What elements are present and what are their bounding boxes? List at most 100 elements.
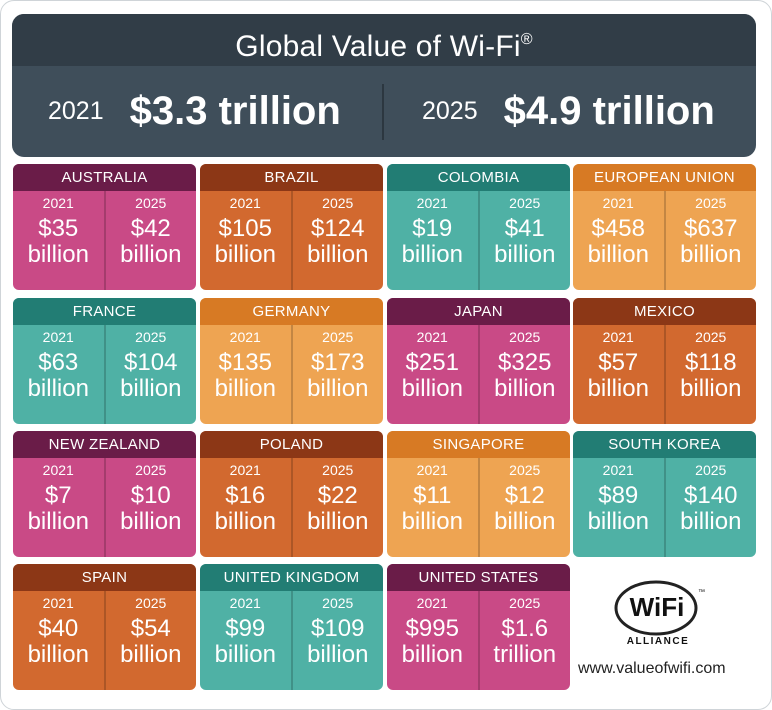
amount: $140	[684, 482, 738, 509]
country-tile: SPAIN 2021 $40 billion 2025 $54 billion	[13, 564, 196, 690]
year-label: 2021	[42, 195, 74, 211]
year-label: 2025	[509, 462, 541, 478]
amount: $35	[38, 215, 79, 242]
unit: trillion	[493, 641, 557, 668]
amount: $40	[38, 615, 79, 642]
year-label: 2025	[509, 329, 541, 345]
unit: billion	[120, 641, 182, 668]
amount: $12	[504, 482, 545, 509]
country-values: 2021 $458 billion 2025 $637 billion	[573, 191, 756, 290]
country-tile: SOUTH KOREA 2021 $89 billion 2025 $140 billion	[573, 431, 756, 557]
country-values: 2021 $135 billion 2025 $173 billion	[200, 325, 383, 424]
year-label: 2025	[322, 462, 354, 478]
year-label: 2021	[416, 462, 448, 478]
country-tile: POLAND 2021 $16 billion 2025 $22 billion	[200, 431, 383, 557]
value-2025: 2025 $325 billion	[477, 325, 571, 424]
logo-wordmark: WiFi	[630, 592, 685, 622]
country-tile: SINGAPORE 2021 $11 billion 2025 $12 billion	[387, 431, 570, 557]
country-values: 2021 $19 billion 2025 $41 billion	[387, 191, 570, 290]
value-2021: 2021 $99 billion	[200, 591, 291, 690]
global-2021-year: 2021	[48, 97, 104, 125]
year-label: 2021	[416, 195, 448, 211]
amount: $10	[130, 482, 171, 509]
value-2021: 2021 $16 billion	[200, 458, 291, 557]
amount: $135	[218, 349, 272, 376]
value-2021: 2021 $57 billion	[573, 325, 664, 424]
global-value-header: Global Value of Wi-Fi® 2021 $3.3 trillio…	[12, 14, 756, 157]
value-2025: 2025 $118 billion	[663, 325, 757, 424]
year-label: 2025	[135, 329, 167, 345]
value-2021: 2021 $40 billion	[13, 591, 104, 690]
year-label: 2021	[602, 329, 634, 345]
unit: billion	[214, 641, 276, 668]
country-values: 2021 $40 billion 2025 $54 billion	[13, 591, 196, 690]
unit: billion	[27, 508, 89, 535]
country-tile: UNITED KINGDOM 2021 $99 billion 2025 $109 bill…	[200, 564, 383, 690]
country-name: BRAZIL	[200, 164, 383, 191]
country-values: 2021 $99 billion 2025 $109 billion	[200, 591, 383, 690]
year-label: 2021	[42, 329, 74, 345]
global-2025-stat: 2025 $4.9 trillion	[422, 66, 715, 157]
country-tile: MEXICO 2021 $57 billion 2025 $118 billion	[573, 298, 756, 424]
global-2025-value: $4.9 trillion	[503, 89, 715, 133]
country-tile: EUROPEAN UNION 2021 $458 billion 2025 $637 bil…	[573, 164, 756, 290]
unit: billion	[680, 241, 742, 268]
amount: $57	[598, 349, 639, 376]
wifi-alliance-logo: WiFi ™ ALLIANCE	[614, 580, 705, 647]
amount: $104	[124, 349, 178, 376]
year-label: 2025	[322, 595, 354, 611]
country-values: 2021 $251 billion 2025 $325 billion	[387, 325, 570, 424]
amount: $11	[413, 482, 452, 509]
year-label: 2021	[42, 595, 74, 611]
year-label: 2021	[229, 329, 261, 345]
amount: $89	[598, 482, 639, 509]
country-tile: GERMANY 2021 $135 billion 2025 $173 billion	[200, 298, 383, 424]
unit: billion	[120, 508, 182, 535]
year-label: 2021	[42, 462, 74, 478]
unit: billion	[587, 241, 649, 268]
country-name: COLOMBIA	[387, 164, 570, 191]
country-name: EUROPEAN UNION	[573, 164, 756, 191]
year-label: 2021	[416, 329, 448, 345]
value-2025: 2025 $42 billion	[103, 191, 197, 290]
global-stats: 2021 $3.3 trillion 2025 $4.9 trillion	[12, 66, 756, 157]
value-2021: 2021 $63 billion	[13, 325, 104, 424]
amount: $1.6	[501, 615, 549, 642]
amount: $118	[684, 349, 737, 376]
value-2021: 2021 $11 billion	[387, 458, 478, 557]
country-name: UNITED KINGDOM	[200, 564, 383, 591]
unit: billion	[401, 241, 463, 268]
amount: $109	[311, 615, 365, 642]
title-text: Global Value of Wi-Fi	[235, 30, 521, 63]
global-2021-stat: 2021 $3.3 trillion	[48, 66, 341, 157]
country-name: MEXICO	[573, 298, 756, 325]
year-label: 2025	[695, 329, 727, 345]
country-values: 2021 $11 billion 2025 $12 billion	[387, 458, 570, 557]
value-2025: 2025 $54 billion	[103, 591, 197, 690]
unit: billion	[401, 508, 463, 535]
unit: billion	[307, 375, 369, 402]
value-2021: 2021 $7 billion	[13, 458, 104, 557]
unit: billion	[494, 241, 556, 268]
year-label: 2025	[135, 195, 167, 211]
year-label: 2025	[135, 462, 167, 478]
logo-tagline: ALLIANCE	[627, 636, 690, 647]
value-2025: 2025 $124 billion	[290, 191, 384, 290]
year-label: 2025	[322, 195, 354, 211]
amount: $251	[405, 349, 459, 376]
amount: $22	[317, 482, 358, 509]
value-2021: 2021 $35 billion	[13, 191, 104, 290]
country-tile: BRAZIL 2021 $105 billion 2025 $124 billion	[200, 164, 383, 290]
value-2025: 2025 $109 billion	[290, 591, 384, 690]
year-label: 2021	[602, 462, 634, 478]
value-2021: 2021 $995 billion	[387, 591, 478, 690]
country-tile: NEW ZEALAND 2021 $7 billion 2025 $10 billion	[13, 431, 196, 557]
amount: $105	[218, 215, 272, 242]
website-url[interactable]: www.valueofwifi.com	[578, 660, 726, 677]
year-label: 2025	[509, 595, 541, 611]
country-values: 2021 $63 billion 2025 $104 billion	[13, 325, 196, 424]
value-2025: 2025 $22 billion	[290, 458, 384, 557]
country-tile: COLOMBIA 2021 $19 billion 2025 $41 billion	[387, 164, 570, 290]
country-tile: AUSTRALIA 2021 $35 billion 2025 $42 billion	[13, 164, 196, 290]
country-name: UNITED STATES	[387, 564, 570, 591]
